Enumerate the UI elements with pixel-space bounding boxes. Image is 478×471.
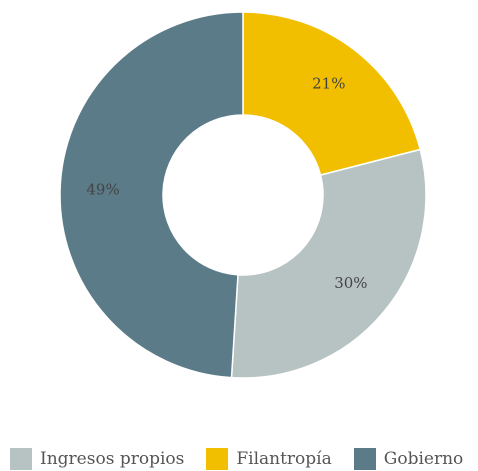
legend-swatch [206, 448, 229, 470]
legend-swatch [353, 448, 376, 470]
legend-label: Ingresos propios [40, 449, 185, 469]
data-label: 30% [334, 274, 367, 292]
legend-swatch [10, 448, 32, 470]
legend-item: Ingresos propios [10, 448, 184, 470]
donut-segment [230, 148, 427, 379]
legend-label: Gobierno [383, 449, 464, 469]
donut-segment [242, 11, 422, 177]
legend-item: Filantropía [206, 448, 332, 470]
legend-item: Gobierno [353, 448, 464, 470]
data-label: 21% [312, 74, 345, 92]
donut-segment [59, 11, 244, 379]
legend: Filantropía Ingresos propios Gobierno [10, 448, 478, 470]
legend-label: Filantropía [236, 449, 332, 469]
data-label: 49% [86, 181, 119, 199]
chart: 21% 30% 49% [59, 11, 427, 379]
